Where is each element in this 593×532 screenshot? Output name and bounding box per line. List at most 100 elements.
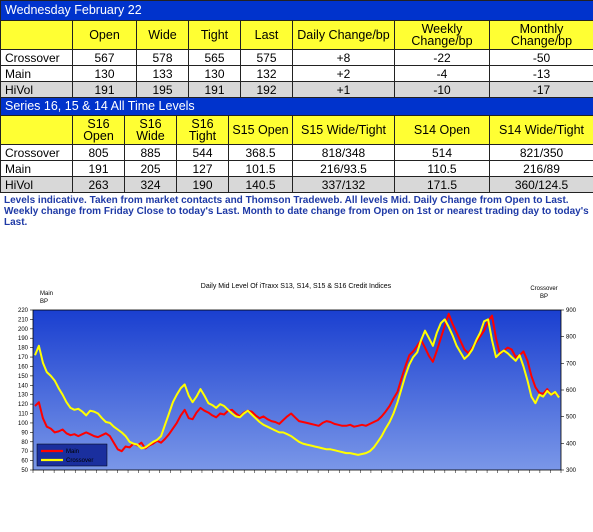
- all-time-table-title: Series 16, 15 & 14 All Time Levels: [0, 97, 593, 116]
- all-time-header-s15-wide-tight: S15 Wide/Tight: [292, 115, 395, 145]
- table-cell: 263: [72, 176, 125, 193]
- daily-header-monthly-change: Monthly Change/bp: [488, 20, 593, 50]
- table-row: Crossover 567 578 565 575 +8 -22 -50: [0, 49, 593, 66]
- table-cell: +8: [292, 49, 395, 66]
- table-cell: -10: [394, 81, 490, 98]
- table-cell: 132: [240, 65, 293, 82]
- right-tick-label: 300: [566, 468, 577, 474]
- right-tick-label: 700: [566, 361, 577, 367]
- table-cell: 190: [176, 176, 229, 193]
- all-time-header-s16-tight: S16 Tight: [176, 115, 229, 145]
- table-cell: 101.5: [228, 160, 293, 177]
- daily-header-daily-change: Daily Change/bp: [292, 20, 395, 50]
- row-label: Main: [0, 65, 73, 82]
- right-tick-label: 400: [566, 441, 577, 447]
- left-tick-label: 60: [21, 459, 28, 465]
- table-cell: 127: [176, 160, 229, 177]
- all-time-header-s16-wide: S16 Wide: [124, 115, 177, 145]
- table-cell: 544: [176, 144, 229, 161]
- table-cell: -13: [488, 65, 593, 82]
- table-cell: 337/132: [292, 176, 395, 193]
- table-cell: +1: [292, 81, 395, 98]
- left-axis-label: Main BP: [40, 291, 53, 305]
- row-label: Main: [0, 160, 73, 177]
- table-cell: 821/350: [488, 144, 593, 161]
- all-time-header-s16-open: S16 Open: [72, 115, 125, 145]
- daily-header-blank: [0, 20, 73, 50]
- table-cell: 133: [136, 65, 189, 82]
- table-cell: 514: [394, 144, 490, 161]
- row-label: Crossover: [0, 49, 73, 66]
- table-cell: 885: [124, 144, 177, 161]
- legend-label-crossover: Crossover: [66, 458, 93, 464]
- table-cell: -4: [394, 65, 490, 82]
- table-cell: 368.5: [228, 144, 293, 161]
- row-label: HiVol: [0, 81, 73, 98]
- left-tick-label: 220: [18, 308, 29, 314]
- table-cell: 110.5: [394, 160, 490, 177]
- all-time-header-s14-open: S14 Open: [394, 115, 490, 145]
- plot-area: [32, 309, 562, 471]
- daily-header-open: Open: [72, 20, 137, 50]
- table-row: Crossover 805 885 544 368.5 818/348 514 …: [0, 144, 593, 161]
- table-cell: 805: [72, 144, 125, 161]
- left-tick-label: 70: [21, 449, 28, 455]
- table-cell: 191: [72, 160, 125, 177]
- table-cell: 191: [72, 81, 137, 98]
- table-cell: -50: [488, 49, 593, 66]
- methodology-note: Levels indicative. Taken from market con…: [4, 195, 589, 228]
- daily-header-wide: Wide: [136, 20, 189, 50]
- left-tick-label: 180: [18, 346, 29, 352]
- daily-table-title: Wednesday February 22: [0, 0, 593, 21]
- left-tick-label: 80: [21, 440, 28, 446]
- row-label: HiVol: [0, 176, 73, 193]
- table-cell: 575: [240, 49, 293, 66]
- left-tick-label: 120: [18, 402, 29, 408]
- all-time-header-s15-open: S15 Open: [228, 115, 293, 145]
- left-tick-label: 140: [18, 383, 29, 389]
- left-tick-label: 150: [18, 374, 29, 380]
- table-cell: 818/348: [292, 144, 395, 161]
- table-cell: 130: [72, 65, 137, 82]
- daily-header-tight: Tight: [188, 20, 241, 50]
- table-cell: 205: [124, 160, 177, 177]
- right-axis-label: Crossover BP: [530, 286, 557, 300]
- table-cell: 216/89: [488, 160, 593, 177]
- left-tick-label: 210: [18, 317, 29, 323]
- row-label: Crossover: [0, 144, 73, 161]
- left-tick-label: 170: [18, 355, 29, 361]
- left-tick-label: 90: [21, 430, 28, 436]
- table-cell: 578: [136, 49, 189, 66]
- credit-index-chart: Daily Mid Level Of iTraxx S13, S14, S15 …: [18, 283, 577, 474]
- table-row: HiVol 263 324 190 140.5 337/132 171.5 36…: [0, 176, 593, 193]
- table-cell: +2: [292, 65, 395, 82]
- left-tick-label: 190: [18, 336, 29, 342]
- table-row: Main 191 205 127 101.5 216/93.5 110.5 21…: [0, 160, 593, 177]
- legend-label-main: Main: [66, 449, 79, 455]
- table-cell: 192: [240, 81, 293, 98]
- left-tick-label: 200: [18, 327, 29, 333]
- series-line-crossover: [34, 318, 560, 456]
- table-cell: 130: [188, 65, 241, 82]
- all-time-header-blank: [0, 115, 73, 145]
- all-time-header-s14-wide-tight: S14 Wide/Tight: [488, 115, 593, 145]
- daily-levels-table: Wednesday February 22 Open Wide Tight La…: [0, 0, 593, 98]
- right-tick-label: 800: [566, 335, 577, 341]
- table-cell: 216/93.5: [292, 160, 395, 177]
- left-tick-label: 160: [18, 364, 29, 370]
- left-tick-label: 130: [18, 393, 29, 399]
- table-cell: -17: [488, 81, 593, 98]
- table-cell: 360/124.5: [488, 176, 593, 193]
- table-row: HiVol 191 195 191 192 +1 -10 -17: [0, 81, 593, 98]
- table-cell: 565: [188, 49, 241, 66]
- right-tick-label: 900: [566, 308, 577, 314]
- table-cell: 171.5: [394, 176, 490, 193]
- right-tick-label: 500: [566, 415, 577, 421]
- left-tick-label: 50: [21, 468, 28, 474]
- right-tick-label: 600: [566, 388, 577, 394]
- left-tick-label: 100: [18, 421, 29, 427]
- table-cell: 191: [188, 81, 241, 98]
- chart-title: Daily Mid Level Of iTraxx S13, S14, S15 …: [201, 283, 392, 290]
- table-cell: 567: [72, 49, 137, 66]
